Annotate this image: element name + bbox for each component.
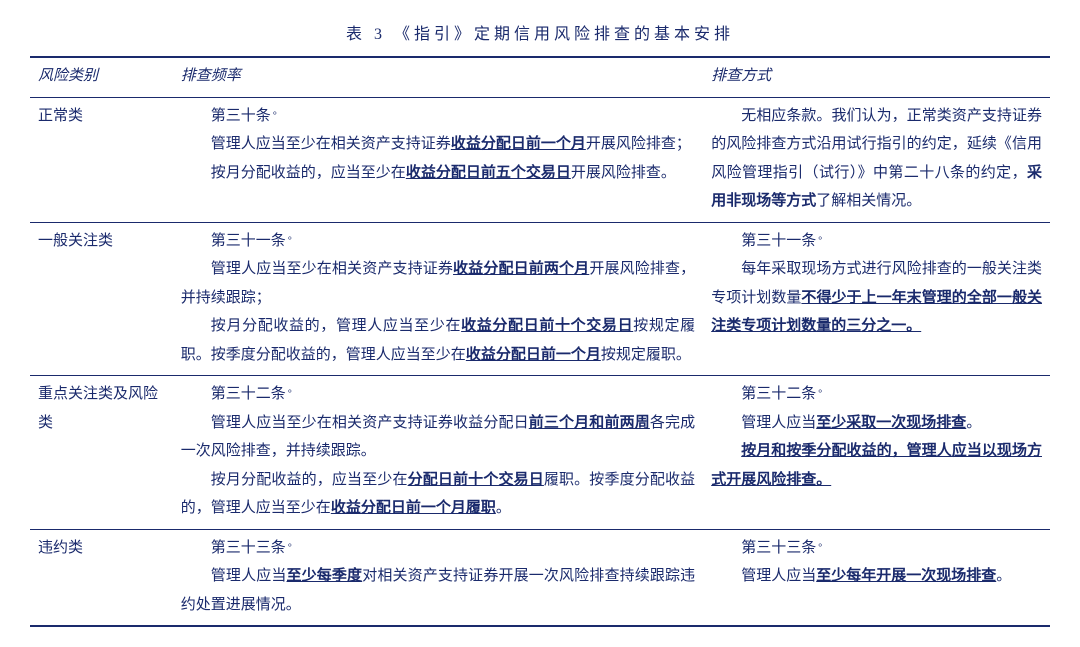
paragraph: 管理人应当至少采取一次现场排查。 xyxy=(711,409,1042,438)
paragraph: 第三十一条。 xyxy=(181,227,695,256)
frequency-cell: 第三十一条。管理人应当至少在相关资产支持证券收益分配日前两个月开展风险排查，并持… xyxy=(173,222,703,376)
table-row: 重点关注类及风险类第三十二条。管理人应当至少在相关资产支持证券收益分配日前三个月… xyxy=(30,376,1050,530)
frequency-cell: 第三十三条。管理人应当至少每季度对相关资产支持证券开展一次风险排查持续跟踪违约处… xyxy=(173,529,703,626)
paragraph: 管理人应当至少在相关资产支持证券收益分配日前两个月开展风险排查，并持续跟踪； xyxy=(181,255,695,312)
paragraph: 每年采取现场方式进行风险排查的一般关注类专项计划数量不得少于上一年末管理的全部一… xyxy=(711,255,1042,341)
mode-cell: 第三十三条。管理人应当至少每年开展一次现场排查。 xyxy=(703,529,1050,626)
paragraph: 管理人应当至少在相关资产支持证券收益分配日前三个月和前两周各完成一次风险排查，并… xyxy=(181,409,695,466)
frequency-cell: 第三十条。管理人应当至少在相关资产支持证券收益分配日前一个月开展风险排查；按月分… xyxy=(173,97,703,222)
header-category: 风险类别 xyxy=(30,57,173,97)
mode-cell: 第三十二条。管理人应当至少采取一次现场排查。按月和按季分配收益的，管理人应当以现… xyxy=(703,376,1050,530)
table-row: 违约类第三十三条。管理人应当至少每季度对相关资产支持证券开展一次风险排查持续跟踪… xyxy=(30,529,1050,626)
paragraph: 第三十条。 xyxy=(181,102,695,131)
paragraph: 第三十三条。 xyxy=(711,534,1042,563)
paragraph: 按月分配收益的，应当至少在分配日前十个交易日履职。按季度分配收益的，管理人应当至… xyxy=(181,466,695,523)
table-row: 一般关注类第三十一条。管理人应当至少在相关资产支持证券收益分配日前两个月开展风险… xyxy=(30,222,1050,376)
table-row: 正常类第三十条。管理人应当至少在相关资产支持证券收益分配日前一个月开展风险排查；… xyxy=(30,97,1050,222)
paragraph: 第三十一条。 xyxy=(711,227,1042,256)
paragraph: 管理人应当至少在相关资产支持证券收益分配日前一个月开展风险排查； xyxy=(181,130,695,159)
mode-cell: 第三十一条。每年采取现场方式进行风险排查的一般关注类专项计划数量不得少于上一年末… xyxy=(703,222,1050,376)
paragraph: 第三十三条。 xyxy=(181,534,695,563)
frequency-cell: 第三十二条。管理人应当至少在相关资产支持证券收益分配日前三个月和前两周各完成一次… xyxy=(173,376,703,530)
paragraph: 第三十二条。 xyxy=(711,380,1042,409)
paragraph: 无相应条款。我们认为，正常类资产支持证券的风险排查方式沿用试行指引的约定，延续《… xyxy=(711,102,1042,216)
risk-table: 风险类别 排查频率 排查方式 正常类第三十条。管理人应当至少在相关资产支持证券收… xyxy=(30,56,1050,627)
category-cell: 违约类 xyxy=(30,529,173,626)
paragraph: 按月分配收益的，管理人应当至少在收益分配日前十个交易日按规定履职。按季度分配收益… xyxy=(181,312,695,369)
category-cell: 正常类 xyxy=(30,97,173,222)
mode-cell: 无相应条款。我们认为，正常类资产支持证券的风险排查方式沿用试行指引的约定，延续《… xyxy=(703,97,1050,222)
paragraph: 按月分配收益的，应当至少在收益分配日前五个交易日开展风险排查。 xyxy=(181,159,695,188)
paragraph: 按月和按季分配收益的，管理人应当以现场方式开展风险排查。 xyxy=(711,437,1042,494)
paragraph: 管理人应当至少每季度对相关资产支持证券开展一次风险排查持续跟踪违约处置进展情况。 xyxy=(181,562,695,619)
category-cell: 重点关注类及风险类 xyxy=(30,376,173,530)
header-row: 风险类别 排查频率 排查方式 xyxy=(30,57,1050,97)
header-mode: 排查方式 xyxy=(703,57,1050,97)
table-title: 表 3 《指引》定期信用风险排查的基本安排 xyxy=(30,20,1050,44)
paragraph: 管理人应当至少每年开展一次现场排查。 xyxy=(711,562,1042,591)
header-frequency: 排查频率 xyxy=(173,57,703,97)
paragraph: 第三十二条。 xyxy=(181,380,695,409)
category-cell: 一般关注类 xyxy=(30,222,173,376)
